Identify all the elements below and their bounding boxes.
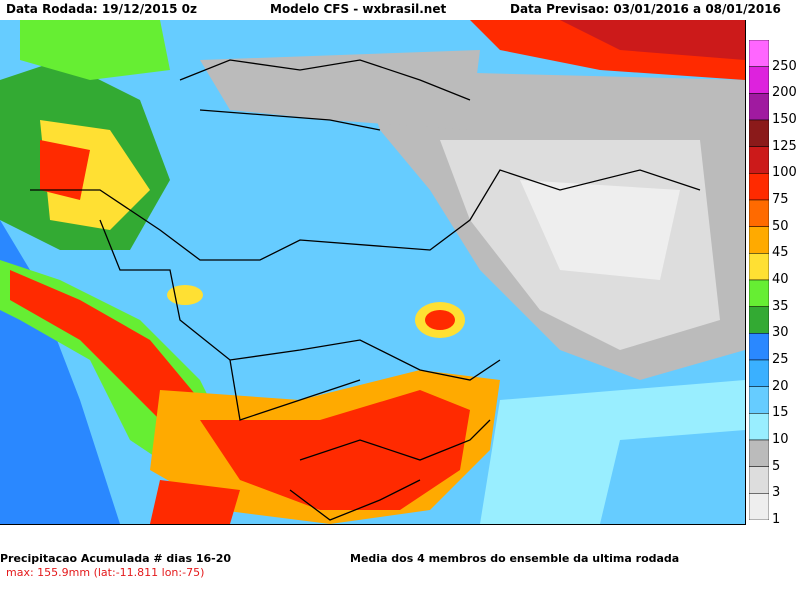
colorbar-swatch [749,306,769,334]
colorbar-label: 25 [772,352,789,367]
colorbar-label: 45 [772,245,789,261]
colorbar-swatch [749,413,769,441]
colorbar-swatch [749,493,769,520]
colorbar-label: 1 [772,512,781,527]
colorbar-label: 250 [772,58,797,74]
colorbar-swatch [749,173,769,201]
colorbar-swatch [749,40,769,67]
colorbar-label: 50 [772,218,789,234]
colorbar-swatch [749,119,769,147]
colorbar-label: 35 [772,298,789,314]
colorbar-label: 20 [772,378,789,394]
forecast-date-label: Data Previsao: 03/01/2016 a 08/01/2016 [510,2,781,16]
colorbar-swatch [749,226,769,254]
colorbar-label: 5 [772,458,781,474]
colorbar-label: 200 [772,85,797,101]
max-value-label: max: 155.9mm (lat:-11.811 lon:-75) [6,566,205,579]
colorbar-swatch [749,359,769,387]
colorbar-swatch [749,386,769,414]
colorbar-label: 75 [772,192,789,207]
colorbar-swatch [749,466,769,494]
model-label: Modelo CFS - wxbrasil.net [270,2,447,16]
colorbar-swatch [749,199,769,227]
colorbar-swatch [749,253,769,281]
colorbar-label: 3 [772,485,781,501]
colorbar-swatch [749,279,769,307]
colorbar [749,40,769,520]
ensemble-label: Media dos 4 membros do ensemble da ultim… [350,552,680,565]
colorbar-swatch [749,333,769,361]
colorbar-label: 10 [772,432,789,447]
colorbar-label: 100 [772,165,797,181]
colorbar-label: 30 [772,325,789,341]
colorbar-label: 40 [772,272,789,287]
colorbar-swatch [749,439,769,467]
precipitation-field [0,20,745,524]
colorbar-label: 15 [772,405,789,421]
variable-label: Precipitacao Acumulada # dias 16-20 [0,552,232,565]
precipitation-map [0,20,746,525]
colorbar-swatch [749,66,769,94]
colorbar-swatch [749,146,769,174]
colorbar-label: 125 [772,138,797,154]
colorbar-swatch [749,93,769,121]
run-date-label: Data Rodada: 19/12/2015 0z [6,2,197,16]
colorbar-label: 150 [772,112,797,127]
